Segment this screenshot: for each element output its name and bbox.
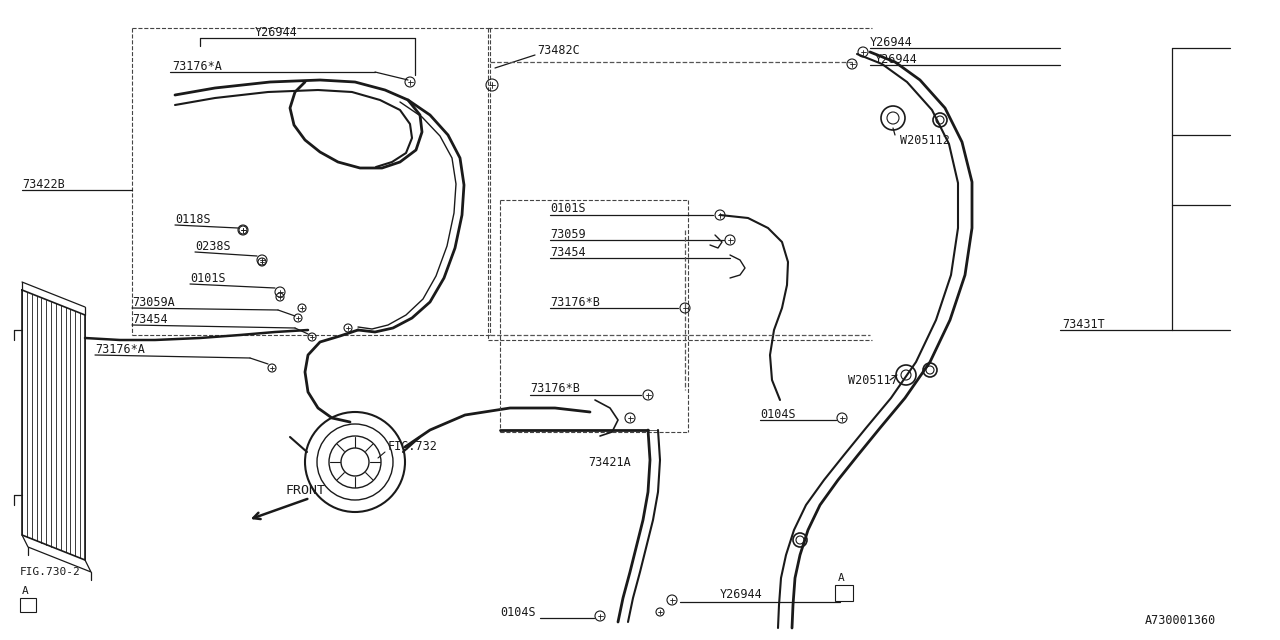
Text: W205112: W205112: [900, 134, 950, 147]
Text: 0104S: 0104S: [760, 408, 796, 420]
Text: FIG.730-2: FIG.730-2: [20, 567, 81, 577]
Text: 0118S: 0118S: [175, 212, 211, 225]
Text: Y26944: Y26944: [721, 589, 763, 602]
Text: 73454: 73454: [132, 312, 168, 326]
Text: A: A: [22, 586, 28, 596]
Text: Y26944: Y26944: [876, 52, 918, 65]
Text: Y26944: Y26944: [255, 26, 298, 38]
Bar: [835, 585, 852, 601]
Text: 73422B: 73422B: [22, 177, 65, 191]
Text: 0101S: 0101S: [550, 202, 586, 214]
Text: Y26944: Y26944: [870, 35, 913, 49]
Text: A730001360: A730001360: [1146, 614, 1216, 627]
Text: 73059: 73059: [550, 227, 586, 241]
Text: 73454: 73454: [550, 246, 586, 259]
Text: 73431T: 73431T: [1062, 317, 1105, 330]
Text: 73176*B: 73176*B: [530, 383, 580, 396]
Text: W205117: W205117: [849, 374, 897, 387]
Bar: [20, 598, 36, 612]
Text: A: A: [838, 573, 845, 583]
Text: 73176*A: 73176*A: [95, 342, 145, 355]
Text: 73176*A: 73176*A: [172, 60, 221, 72]
Text: 0104S: 0104S: [500, 605, 535, 618]
Text: FRONT: FRONT: [285, 483, 325, 497]
Text: 0238S: 0238S: [195, 239, 230, 253]
Text: FIG.732: FIG.732: [388, 440, 438, 454]
Text: 73482C: 73482C: [538, 44, 580, 56]
Text: 73059A: 73059A: [132, 296, 175, 308]
Text: 0101S: 0101S: [189, 271, 225, 285]
Text: 73176*B: 73176*B: [550, 296, 600, 308]
Text: 73421A: 73421A: [588, 456, 631, 468]
